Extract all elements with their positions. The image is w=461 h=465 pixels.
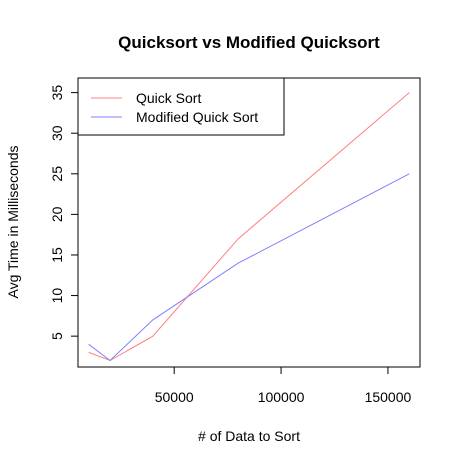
y-tick-label: 10 xyxy=(49,288,65,304)
legend-label-quick-sort: Quick Sort xyxy=(136,90,201,106)
legend-box xyxy=(77,77,285,136)
x-tick-label: 150000 xyxy=(365,389,412,405)
y-axis: 5 10 15 20 25 30 35 xyxy=(49,85,79,340)
chart-title: Quicksort vs Modified Quicksort xyxy=(118,33,380,52)
x-tick-label: 50000 xyxy=(155,389,194,405)
y-tick-label: 25 xyxy=(49,166,65,182)
y-tick-label: 15 xyxy=(49,247,65,263)
y-tick-label: 30 xyxy=(49,125,65,141)
x-axis: 50000 100000 150000 xyxy=(155,366,412,405)
y-tick-label: 5 xyxy=(49,332,65,340)
series-line-modified-quick-sort xyxy=(88,173,410,362)
legend: Quick Sort Modified Quick Sort xyxy=(77,77,285,136)
x-tick-label: 100000 xyxy=(258,389,305,405)
series-lines xyxy=(88,92,410,362)
x-axis-label: # of Data to Sort xyxy=(198,428,300,444)
y-axis-label: Avg Time in Milliseconds xyxy=(5,145,21,298)
y-tick-label: 20 xyxy=(49,206,65,222)
y-tick-label: 35 xyxy=(49,85,65,101)
series-line-quick-sort xyxy=(88,92,410,362)
legend-label-modified-quick-sort: Modified Quick Sort xyxy=(136,109,258,125)
